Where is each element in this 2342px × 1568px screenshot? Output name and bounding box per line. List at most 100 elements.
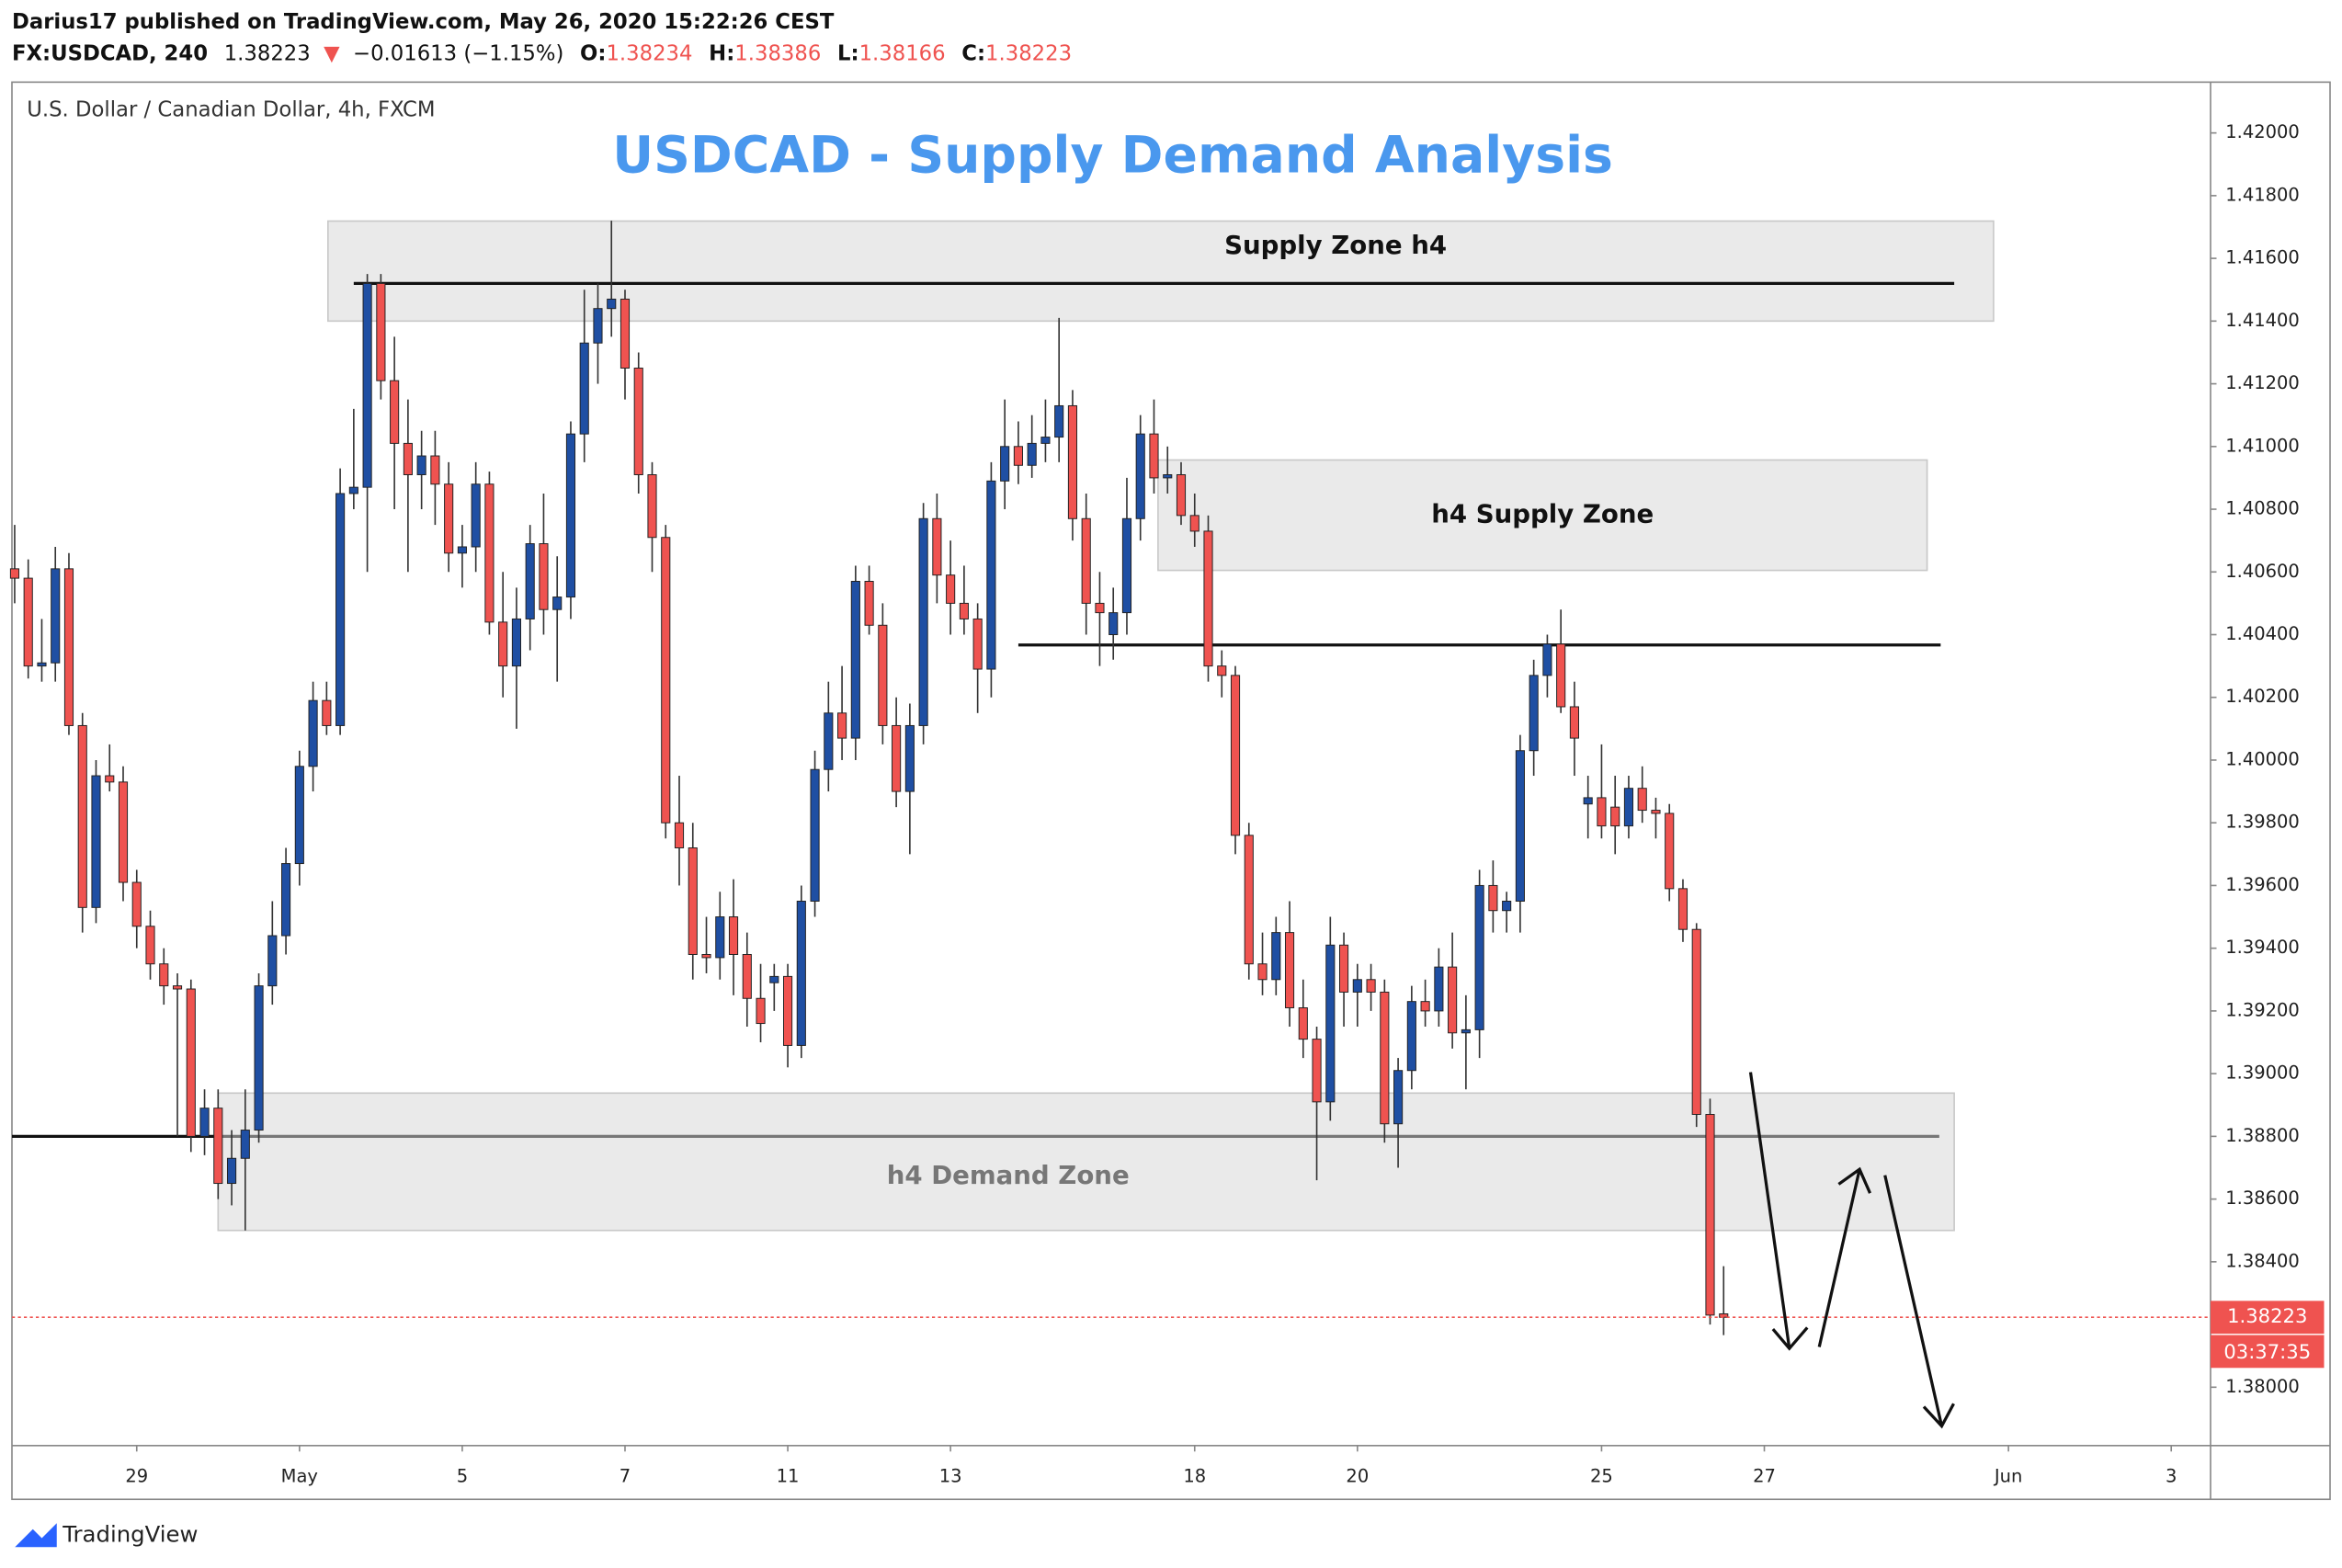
candle-body (91, 775, 101, 908)
x-tick-label: 11 (777, 1465, 800, 1486)
logo-mark (15, 1523, 57, 1548)
y-tick-label: 1.41400 (2225, 310, 2300, 331)
quote-line: FX:USDCAD, 240 1.38223 ▼ −0.01613 (−1.15… (12, 41, 1072, 65)
candle-body (240, 1130, 250, 1159)
symbol: FX:USDCAD, 240 (12, 41, 208, 65)
y-tick-label: 1.40000 (2225, 748, 2300, 769)
candle-body (1502, 901, 1512, 912)
candle-body (1583, 797, 1593, 805)
candle-body (552, 597, 563, 610)
candle-body (1691, 928, 1701, 1115)
price-label-box (2211, 1301, 2325, 1335)
change: −0.01613 (−1.15%) (353, 41, 563, 65)
candle-body (796, 901, 806, 1046)
y-tick-label: 1.40400 (2225, 623, 2300, 644)
candle-body (878, 624, 888, 726)
candle-body (728, 916, 739, 955)
y-tick-label: 1.40200 (2225, 686, 2300, 707)
candle-body (1040, 437, 1051, 444)
candle-body (1135, 433, 1145, 519)
x-tick-label: 20 (1346, 1465, 1369, 1486)
candle-body (254, 985, 264, 1131)
candle-body (159, 963, 169, 987)
candle-body (1067, 404, 1078, 519)
candle-body (1366, 979, 1376, 993)
zone-label: Supply Zone h4 (1224, 230, 1447, 260)
y-tick-label: 1.38600 (2225, 1187, 2300, 1209)
candle-body (37, 662, 47, 667)
candle-body (376, 282, 386, 381)
candle-body (1488, 884, 1498, 912)
y-tick-label: 1.41000 (2225, 435, 2300, 456)
x-tick-label: 18 (1183, 1465, 1206, 1486)
candle-body (932, 517, 942, 576)
candle-body (471, 483, 481, 548)
candle-body (1705, 1114, 1715, 1316)
candle-body (1515, 750, 1525, 902)
candle-body (1325, 944, 1336, 1103)
candle-body (1095, 602, 1105, 614)
candle-body (1013, 446, 1023, 466)
candle-body (701, 954, 711, 959)
candle-body (972, 618, 983, 670)
candle-body (430, 455, 440, 485)
candle-body (9, 568, 20, 579)
candle-body (850, 581, 860, 739)
candle-body (457, 546, 467, 554)
candle-body (1610, 806, 1620, 827)
change-arrow: ▼ (324, 41, 340, 65)
candle-body (1380, 991, 1390, 1125)
candle-body (904, 724, 915, 792)
candle-body (1677, 888, 1688, 930)
zone-label: h4 Demand Zone (887, 1160, 1130, 1190)
c-label: C: (961, 41, 985, 65)
candle-body (1569, 706, 1579, 739)
candle-body (105, 775, 115, 783)
candle-body (661, 537, 671, 824)
candle-body (131, 881, 142, 927)
chart-title: USDCAD - Supply Demand Analysis (612, 126, 1613, 185)
h-label: H: (709, 41, 734, 65)
c-value: 1.38223 (985, 41, 1072, 65)
candle-body (1054, 404, 1064, 438)
candle-body (77, 724, 87, 908)
candle-body (1352, 979, 1362, 993)
zone-label: h4 Supply Zone (1431, 499, 1654, 529)
arrow-down (1748, 1072, 1809, 1351)
candle-body (674, 822, 685, 848)
candle-body (145, 926, 155, 965)
candle-body (484, 483, 495, 623)
x-tick-label: 5 (457, 1465, 468, 1486)
candle-body (1665, 812, 1675, 890)
candle-body (1284, 932, 1295, 1008)
candle-body (1000, 446, 1010, 482)
axes: 1.380001.382001.384001.386001.388001.390… (12, 121, 2325, 1486)
candle-body (837, 712, 847, 739)
candle-body (1027, 442, 1037, 466)
candle-body (348, 486, 358, 494)
candle-body (416, 455, 426, 475)
y-tick-label: 1.39600 (2225, 874, 2300, 895)
y-tick-label: 1.41800 (2225, 184, 2300, 205)
x-tick-label: 27 (1753, 1465, 1776, 1486)
candle-body (1244, 835, 1254, 965)
candle-body (647, 474, 657, 539)
brand: TradingView (62, 1520, 198, 1547)
h-value: 1.38386 (734, 41, 821, 65)
y-tick-label: 1.40600 (2225, 561, 2300, 582)
candle-body (1108, 612, 1119, 635)
y-tick-label: 1.42000 (2225, 121, 2300, 142)
candle-body (892, 724, 902, 792)
candle-body (63, 568, 74, 726)
candle-body (620, 298, 631, 369)
x-tick-label: 29 (125, 1465, 148, 1486)
zone (327, 220, 1995, 323)
x-tick-label: 3 (2166, 1465, 2177, 1486)
last-price: 1.38223 (224, 41, 311, 65)
candle-body (390, 380, 400, 444)
candle-body (1163, 474, 1173, 479)
candle-body (1149, 433, 1159, 479)
zones: Supply Zone h4 h4 Supply Zone h4 Demand Zo… (12, 220, 1995, 1232)
x-tick-label: 13 (939, 1465, 962, 1486)
arrow-down-final (1883, 1175, 1955, 1429)
